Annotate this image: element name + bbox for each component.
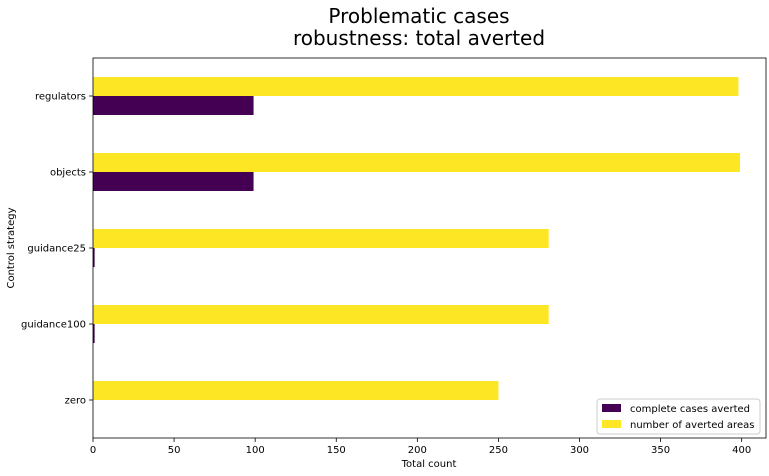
x-axis-label: Total count	[401, 459, 457, 470]
x-tick-label-150: 150	[327, 445, 346, 456]
y-axis-ticks: zero guidance100 guidance25 objects regulato…	[21, 92, 93, 407]
legend-label-averted-areas: number of averted areas	[630, 420, 754, 431]
bar-number-of-averted-areas-regulators	[93, 77, 739, 96]
y-tick-label-zero: zero	[65, 396, 86, 407]
bars-group	[93, 77, 741, 400]
bar-complete-cases-averted-objects	[93, 172, 254, 191]
y-tick-label-regulators: regulators	[35, 92, 86, 103]
chart-title-line-2: robustness: total averted	[293, 26, 545, 50]
legend-label-complete-cases: complete cases averted	[630, 404, 750, 415]
x-tick-label-350: 350	[651, 445, 670, 456]
plot-frame	[92, 57, 767, 439]
y-tick-label-guidance25: guidance25	[27, 244, 86, 255]
x-tick-label-200: 200	[408, 445, 427, 456]
x-tick-label-100: 100	[246, 445, 265, 456]
x-tick-label-300: 300	[570, 445, 589, 456]
x-axis-ticks: 0 50 100 150 200 250 300 350 400	[90, 438, 751, 456]
legend: complete cases averted number of averted…	[596, 398, 761, 435]
bar-number-of-averted-areas-zero	[93, 381, 499, 400]
bar-number-of-averted-areas-guidance100	[93, 305, 549, 324]
y-tick-label-guidance100: guidance100	[21, 320, 86, 331]
x-tick-label-400: 400	[732, 445, 751, 456]
x-tick-label-250: 250	[489, 445, 508, 456]
bar-complete-cases-averted-regulators	[93, 96, 254, 115]
legend-swatch-averted-areas	[602, 420, 621, 428]
y-axis-label: Control strategy	[6, 207, 17, 288]
y-tick-label-objects: objects	[50, 168, 86, 179]
legend-box	[596, 398, 761, 435]
chart-title-line-1: Problematic cases	[328, 4, 509, 28]
x-tick-label-50: 50	[168, 445, 181, 456]
x-tick-label-0: 0	[90, 445, 96, 456]
bar-number-of-averted-areas-objects	[93, 153, 741, 172]
bar-complete-cases-averted-guidance25	[93, 248, 95, 267]
bar-number-of-averted-areas-guidance25	[93, 229, 549, 248]
legend-swatch-complete-cases	[602, 404, 621, 412]
bar-complete-cases-averted-guidance100	[93, 324, 95, 343]
